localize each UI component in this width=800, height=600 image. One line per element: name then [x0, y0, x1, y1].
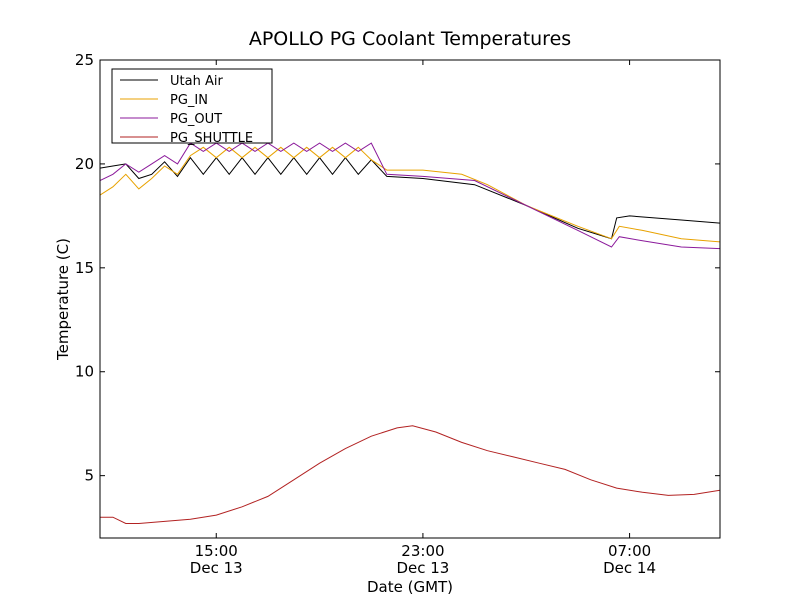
legend-label: PG_IN: [170, 93, 208, 108]
y-tick-label: 10: [75, 363, 94, 381]
series-layer: [100, 142, 720, 524]
x-axis-label: Date (GMT): [367, 578, 453, 596]
plot-frame: [99, 59, 721, 539]
series-line-pg-shuttle: [100, 425, 720, 524]
x-tick-label-date: Dec 14: [603, 559, 656, 577]
chart-title: APOLLO PG Coolant Temperatures: [249, 28, 571, 50]
x-tick-label-date: Dec 13: [396, 559, 449, 577]
legend-box: [111, 68, 273, 144]
x-tick-label-time: 23:00: [401, 542, 444, 560]
y-tick-label: 20: [75, 155, 94, 173]
y-axis: 5 10 15 20 25: [75, 51, 720, 485]
y-axis-label: Temperature (C): [54, 238, 72, 361]
series-line-pg-out: [100, 142, 720, 250]
x-tick-label-date: Dec 13: [190, 559, 243, 577]
legend-label: PG_SHUTTLE: [170, 131, 253, 146]
legend-label: PG_OUT: [170, 112, 222, 127]
series-line-utah-air: [100, 156, 720, 240]
series-line-pg-in: [100, 146, 720, 243]
x-tick-label-time: 15:00: [195, 542, 238, 560]
y-tick-label: 25: [75, 51, 94, 69]
x-tick-label-time: 07:00: [608, 542, 651, 560]
legend-label: Utah Air: [170, 74, 223, 89]
y-tick-label: 5: [84, 467, 94, 485]
legend: Utah Air PG_IN PG_OUT PG_SHUTTLE: [111, 68, 273, 146]
y-tick-label: 15: [75, 259, 94, 277]
